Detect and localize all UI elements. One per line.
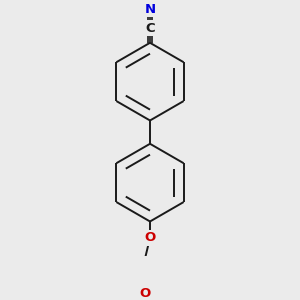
Text: O: O <box>140 287 151 300</box>
Text: N: N <box>144 3 156 16</box>
Text: C: C <box>145 22 155 34</box>
Text: O: O <box>144 231 156 244</box>
